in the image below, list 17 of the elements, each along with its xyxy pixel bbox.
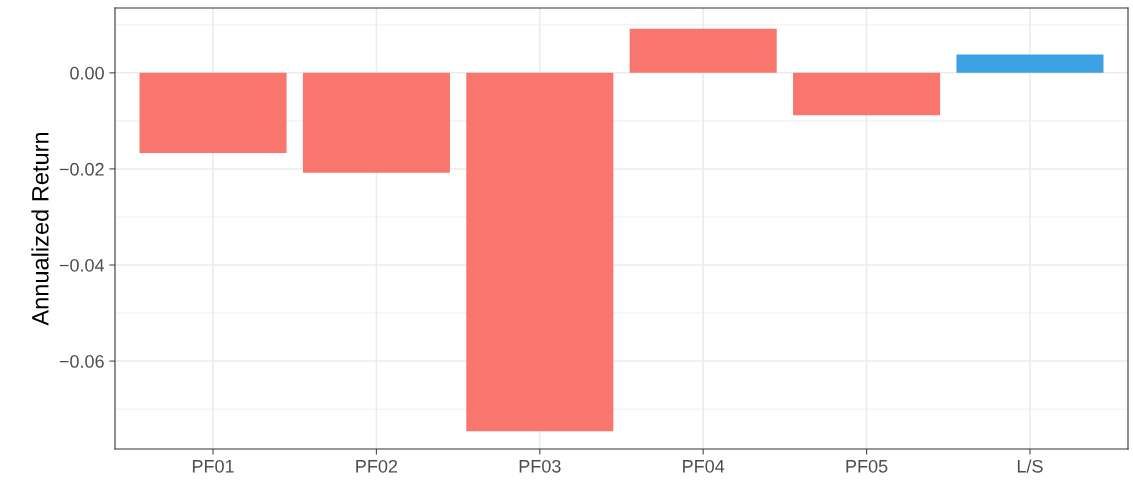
y-tick-label: −0.04 xyxy=(59,258,105,272)
x-tick-label: PF04 xyxy=(683,459,725,473)
x-tick-label: PF01 xyxy=(192,459,234,473)
y-tick-label: 0.00 xyxy=(70,66,104,80)
y-tick-label: −0.02 xyxy=(59,162,104,176)
y-axis-title: Annualized Return xyxy=(31,132,49,326)
bar xyxy=(466,72,614,432)
bar xyxy=(139,72,287,154)
x-tick-label: PF02 xyxy=(356,459,398,473)
x-tick-label: L/S xyxy=(1017,459,1043,473)
x-tick-label: PF05 xyxy=(846,459,888,473)
bar xyxy=(302,72,450,173)
bar xyxy=(956,54,1104,73)
y-tick-label: −0.06 xyxy=(59,355,104,368)
x-tick-label: PF03 xyxy=(519,459,561,473)
bar xyxy=(629,28,777,73)
bar xyxy=(793,72,941,116)
